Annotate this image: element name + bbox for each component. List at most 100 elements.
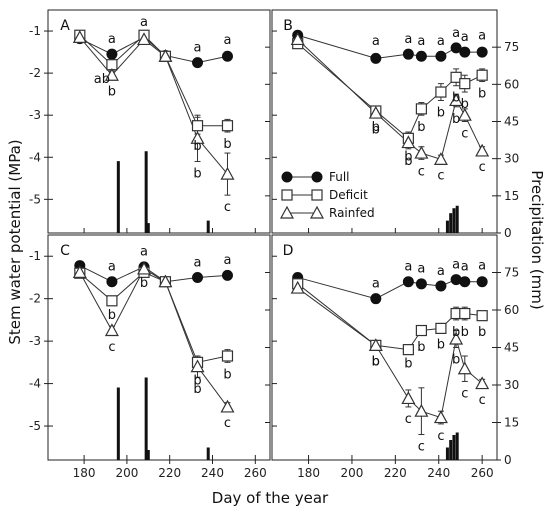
precipitation-bar [116,387,120,460]
y-tick-label: -1 [29,249,41,263]
marker-rainfed [220,166,235,180]
significance-label: b [140,276,148,291]
series-line-rainfed [79,268,228,408]
x-tick-label: 240 [201,466,224,480]
significance-label: a [372,34,380,49]
x-axis-label: Day of the year [212,489,329,507]
y-tick-label: -4 [29,150,41,164]
significance-label: b [437,105,445,120]
significance-label: b [452,325,460,340]
panel-letter: C [60,243,70,259]
significance-label: b [372,355,380,370]
marker-rainfed [104,323,119,337]
precipitation-bar [206,220,210,233]
x-tick-label: 260 [244,466,267,480]
marker-rainfed [158,274,173,288]
marker-rainfed [137,32,152,46]
y-left-axis-label: Stem water potential (MPa) [6,139,24,344]
significance-label: b [404,154,412,169]
significance-label: a [417,34,425,49]
y-right-axis-label: Precipitation (mm) [528,170,546,309]
series-line-full [79,36,228,64]
precip-tick-label: 45 [504,341,519,355]
panel-letter: B [283,18,293,34]
significance-label: b [193,139,201,154]
marker-rainfed [433,410,448,424]
marker-full [370,52,382,64]
marker-full [450,42,462,54]
marker-rainfed [220,399,235,413]
precip-tick-label: 15 [504,189,519,203]
significance-label: c [224,200,231,215]
significance-label: a [437,34,445,49]
significance-label: b [452,112,460,127]
marker-full [435,280,447,292]
legend: Full Deficit Rainfed [279,170,375,220]
x-tick-label: 220 [384,466,407,480]
significance-label: c [108,340,115,355]
significance-label: b [461,325,469,340]
significance-label: b [404,150,412,165]
precipitation-bar [146,223,150,233]
x-tick-label: 200 [340,466,363,480]
marker-full [459,46,471,58]
marker-full [415,278,427,290]
precipitation-bar [146,450,150,460]
panel-letter: A [60,18,70,34]
marker-rainfed [72,265,87,278]
y-tick-label: -3 [29,334,41,348]
marker-full [476,46,488,58]
precip-tick-label: 60 [504,77,519,91]
x-tick-label: 200 [115,466,138,480]
significance-label: a [140,15,148,30]
legend-label: Full [329,170,350,184]
marker-rainfed [433,152,448,165]
marker-deficit [450,71,462,83]
precip-tick-label: 15 [504,416,519,430]
panel-letter: D [283,243,294,259]
marker-full [415,50,427,62]
precip-tick-label: 30 [504,378,519,392]
y-tick-label: -5 [29,192,41,206]
significance-label: b [417,340,425,355]
significance-label: c [461,386,468,401]
x-tick-label: 220 [158,466,181,480]
marker-full [370,293,382,305]
marker-full [221,50,233,62]
significance-label: a [223,33,231,48]
marker-rainfed [368,105,383,119]
marker-rainfed [401,135,416,149]
precipitation-bar [144,151,148,233]
y-tick-label: -1 [29,24,41,38]
precipitation-bar [455,205,459,233]
precipitation-bar [449,213,453,233]
marker-rainfed [449,331,464,345]
y-tick-label: -2 [29,292,41,306]
marker-rainfed [475,376,490,390]
significance-label: a [372,277,380,292]
significance-label: b [372,122,380,137]
precip-tick-label: 75 [504,40,519,54]
marker-full [221,269,233,281]
y-tick-label: -2 [29,66,41,80]
marker-deficit [191,120,204,132]
marker-deficit [415,103,427,115]
significance-label: a [437,264,445,279]
marker-rainfed [290,280,305,294]
significance-label: b [461,97,469,112]
significance-label: a [461,30,469,45]
significance-label: b [193,166,201,181]
significance-label: b [417,120,425,135]
precipitation-bar [455,432,459,460]
marker-rainfed [137,261,152,275]
precipitation-bar [449,440,453,460]
precip-tick-label: 60 [504,303,519,317]
marker-rainfed [290,32,305,46]
significance-label: a [223,253,231,268]
significance-label: c [418,164,425,179]
significance-label: a [478,258,486,273]
marker-full [435,50,447,62]
x-tick-label: 180 [73,466,96,480]
